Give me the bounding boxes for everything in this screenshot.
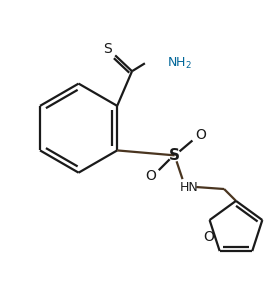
Text: O: O	[195, 128, 206, 142]
Text: O: O	[204, 230, 214, 245]
Text: O: O	[145, 169, 156, 183]
Text: S: S	[169, 148, 180, 163]
Text: S: S	[103, 42, 112, 56]
Text: HN: HN	[180, 181, 198, 194]
Text: NH$_2$: NH$_2$	[167, 56, 192, 71]
